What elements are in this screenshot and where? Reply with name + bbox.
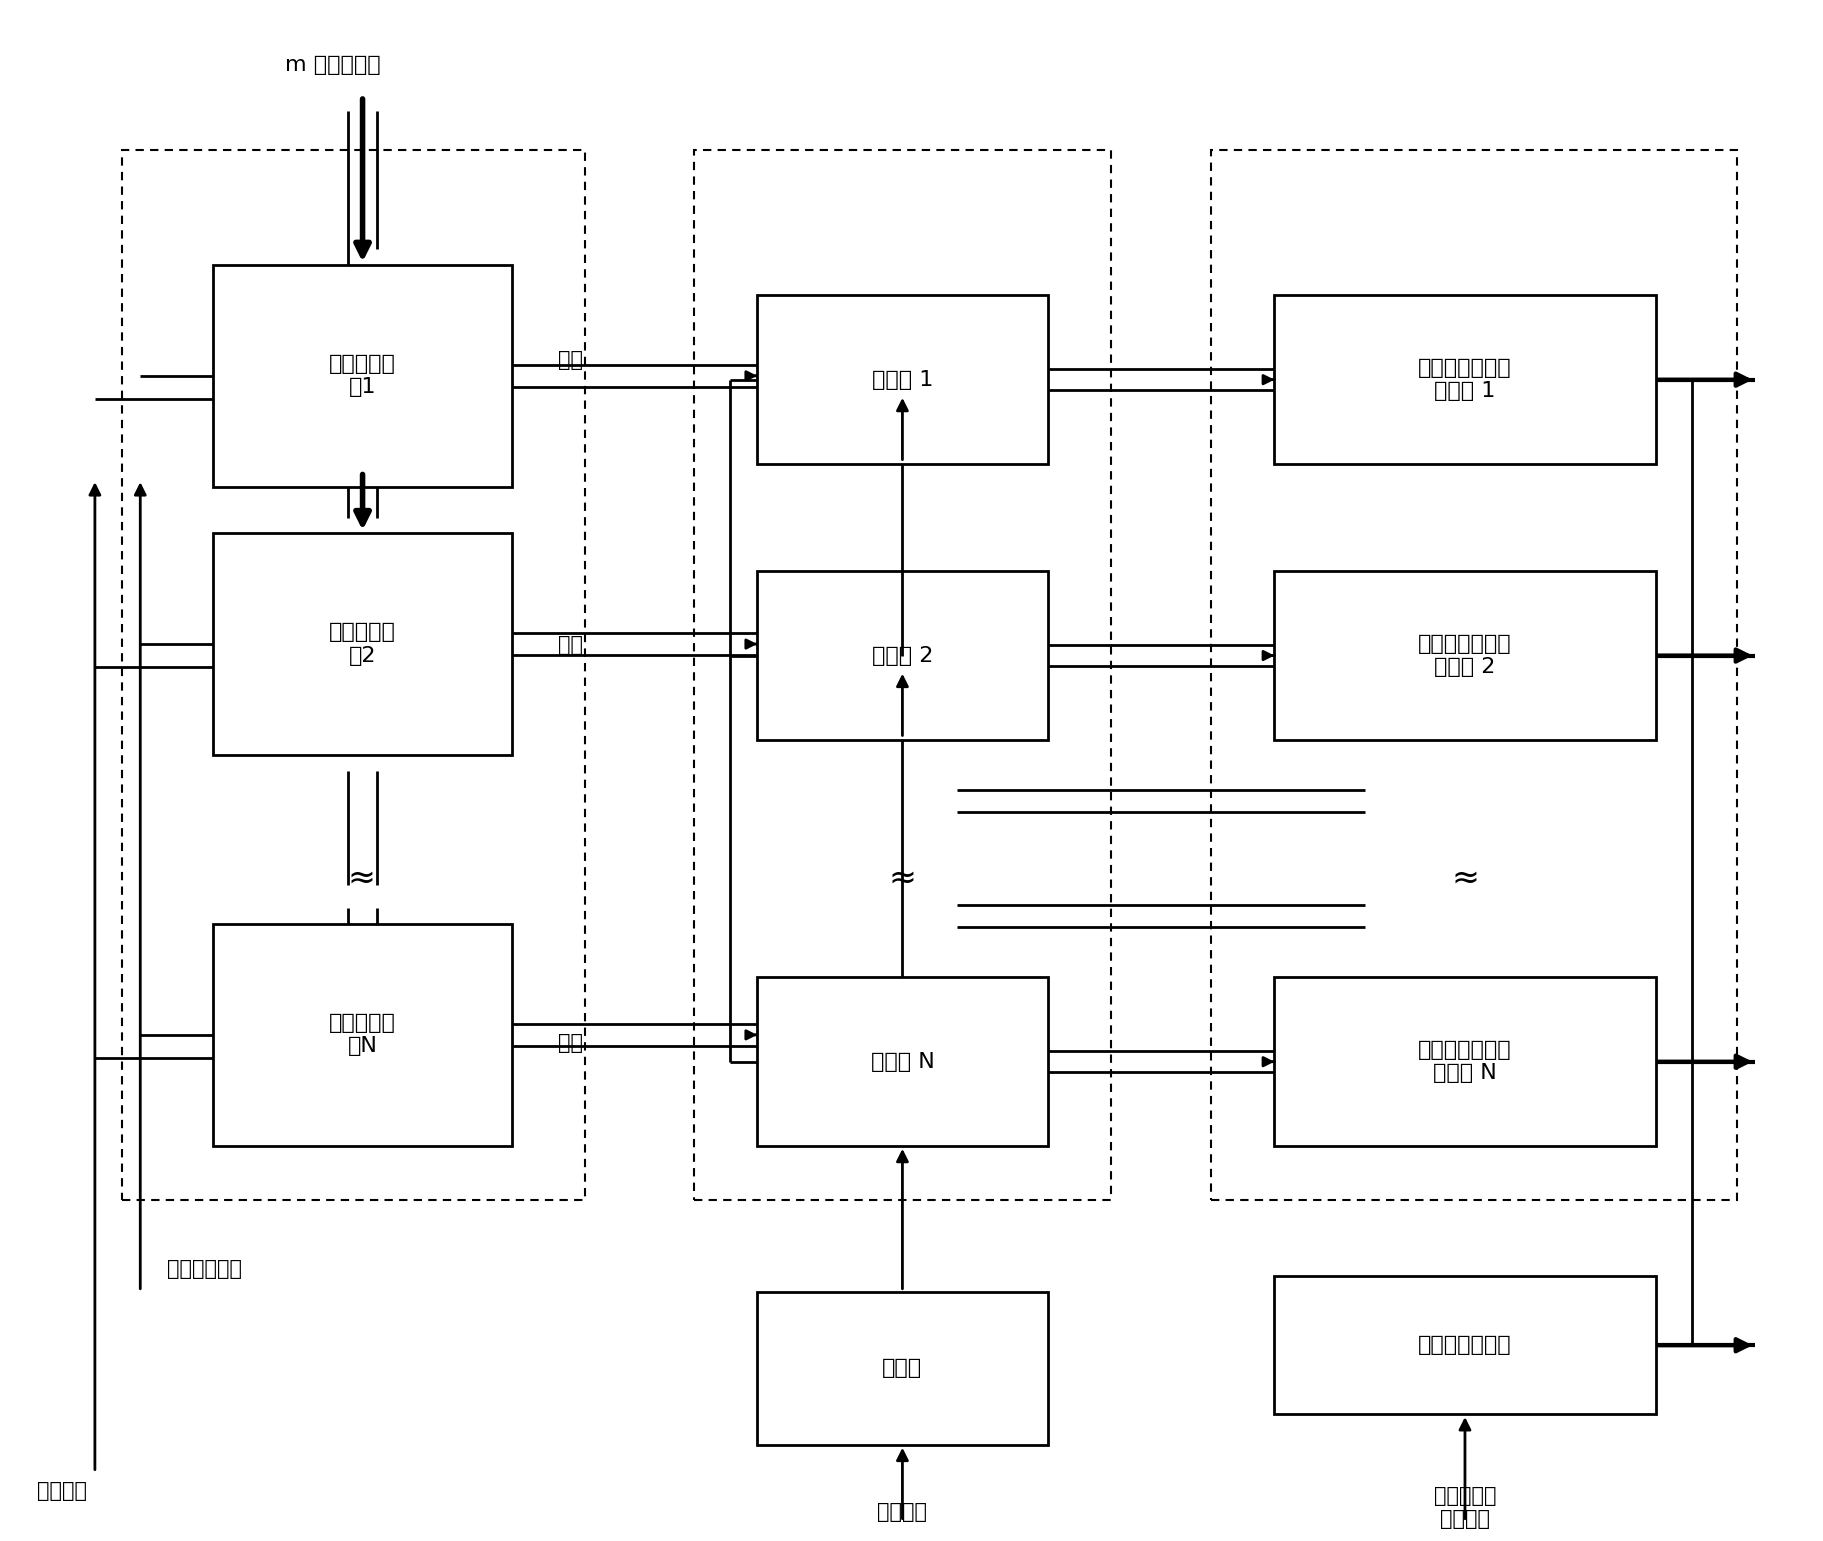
Bar — [757, 977, 1048, 1147]
Text: m 位数据输入: m 位数据输入 — [286, 55, 381, 76]
Bar — [213, 923, 512, 1147]
Text: 大小、脉宽可调
恒流源 2: 大小、脉宽可调 恒流源 2 — [1418, 633, 1511, 676]
Bar — [122, 149, 585, 1199]
Bar — [1274, 296, 1655, 464]
Text: 数据: 数据 — [558, 635, 583, 655]
Bar — [695, 149, 1110, 1199]
Text: 数据移位锁
存2: 数据移位锁 存2 — [330, 623, 396, 666]
Text: 数据移位锁
存N: 数据移位锁 存N — [330, 1014, 396, 1057]
Text: 恒流大小控制器: 恒流大小控制器 — [1418, 1335, 1511, 1355]
Text: 比较器 N: 比较器 N — [871, 1051, 935, 1071]
Bar — [213, 533, 512, 755]
Bar — [1274, 1276, 1655, 1415]
Text: 大小、脉宽可调
恒流源 N: 大小、脉宽可调 恒流源 N — [1418, 1040, 1511, 1083]
Bar — [1210, 149, 1737, 1199]
Text: 计数时钟: 计数时钟 — [877, 1501, 928, 1521]
Text: ≈: ≈ — [348, 861, 376, 894]
Text: 数据移位锁
存1: 数据移位锁 存1 — [330, 354, 396, 398]
Text: 计数器: 计数器 — [882, 1358, 922, 1378]
Text: 大小、脉宽可调
恒流源 1: 大小、脉宽可调 恒流源 1 — [1418, 358, 1511, 401]
Bar — [757, 1291, 1048, 1445]
Text: ≈: ≈ — [888, 861, 917, 894]
Text: 数据: 数据 — [558, 1034, 583, 1054]
Bar — [757, 572, 1048, 740]
Text: 调节电流的
电压信号: 调节电流的 电压信号 — [1433, 1486, 1497, 1529]
Text: 比较器 2: 比较器 2 — [871, 646, 933, 666]
Text: ≈: ≈ — [1451, 861, 1478, 894]
Bar — [1274, 572, 1655, 740]
Text: 移位时钟信号: 移位时钟信号 — [168, 1259, 242, 1279]
Text: 比较器 1: 比较器 1 — [871, 370, 933, 390]
Bar — [757, 296, 1048, 464]
Text: 数据: 数据 — [558, 350, 583, 370]
Bar — [213, 265, 512, 487]
Bar — [1274, 977, 1655, 1147]
Text: 锁存信号: 锁存信号 — [36, 1481, 88, 1501]
